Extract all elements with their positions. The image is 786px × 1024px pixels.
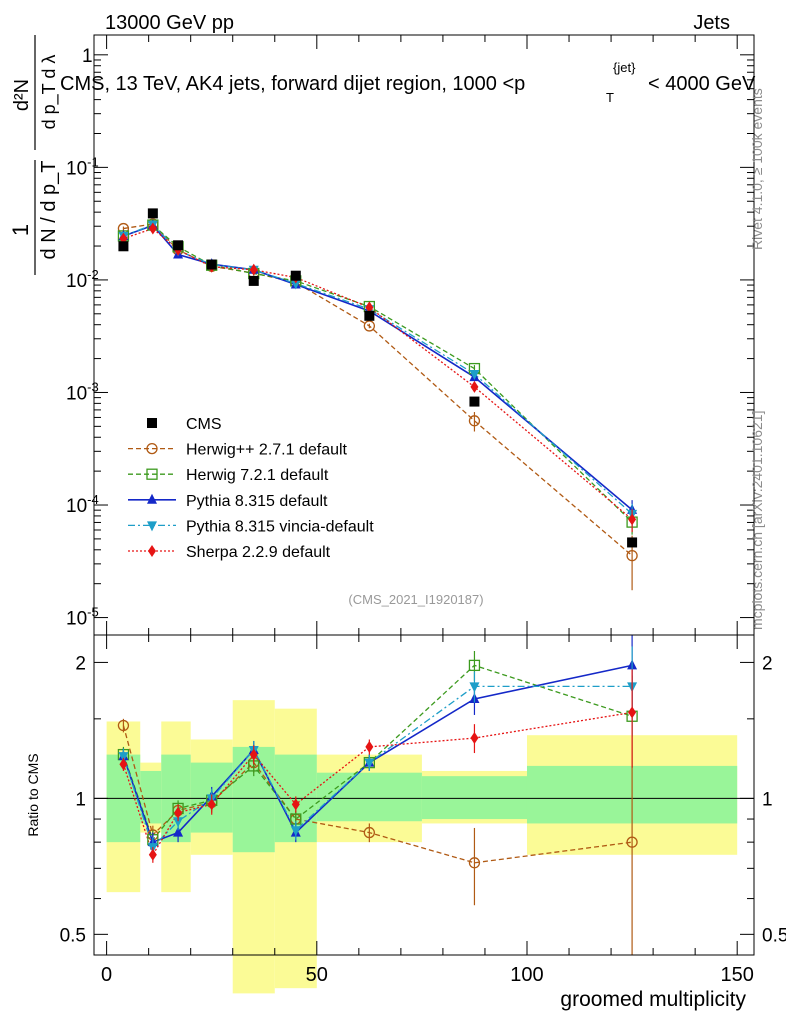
main-panel: 10-5 10-4 10-3 10-2 10-1 1 CMS, 13 TeV, AK4 j… <box>8 34 756 636</box>
band-inner <box>421 776 527 820</box>
ratio-point <box>626 836 638 848</box>
ratio-point <box>290 826 301 837</box>
main-point <box>626 549 638 562</box>
xtick-label: 150 <box>720 964 753 986</box>
ratio-ytick-label-right: 1 <box>762 789 773 810</box>
legend-marker <box>147 521 157 532</box>
cms-point <box>290 270 301 281</box>
ratio-ytick-label-right: 0.5 <box>762 925 786 946</box>
x-axis-label: groomed multiplicity <box>560 988 746 1011</box>
band-outer <box>274 708 317 989</box>
main-point <box>148 222 157 235</box>
ratio-ytick-label: 2 <box>75 653 86 674</box>
legend-label: CMS <box>186 416 222 433</box>
main-point <box>470 380 479 393</box>
band-inner <box>140 770 162 824</box>
ratio-point <box>470 732 479 745</box>
cms-point <box>118 241 129 252</box>
ratio-point <box>148 848 157 861</box>
plot-title-tail: < 4000 GeV <box>648 73 756 95</box>
cms-point <box>147 208 158 219</box>
ratio-point <box>363 826 376 839</box>
cms-point <box>206 259 217 270</box>
ratio-ytick-label: 0.5 <box>60 925 86 946</box>
main-point <box>365 301 374 314</box>
ratio-point <box>628 706 637 719</box>
main-series-line <box>123 227 633 520</box>
header-right: Jets <box>693 12 730 34</box>
legend-label: Herwig 7.2.1 default <box>186 467 329 484</box>
main-point <box>468 415 481 427</box>
cms-point <box>173 240 184 251</box>
main-ytick-label: 10-4 <box>66 492 99 517</box>
main-point <box>290 279 301 290</box>
cms-point <box>469 396 480 407</box>
main-point <box>249 263 258 276</box>
ratio-point <box>291 798 300 811</box>
header-left: 13000 GeV pp <box>105 12 234 34</box>
main-ytick-label: 10-2 <box>66 267 99 292</box>
ratio-point <box>117 719 130 732</box>
main-ytick-label: 10-3 <box>66 379 99 404</box>
ratio-point <box>364 758 375 769</box>
ratio-ytick-label: 1 <box>75 789 86 810</box>
legend-marker <box>146 468 158 480</box>
legend-label: Pythia 8.315 vincia-default <box>186 518 374 535</box>
ylabel-num: d²N <box>11 79 33 111</box>
ratio-point <box>118 752 129 763</box>
ylabel-num-den: d p_T d λ <box>39 55 60 130</box>
legend-label: Sherpa 2.2.9 default <box>186 544 331 561</box>
ratio-point <box>173 817 184 828</box>
main-ytick-label: 10-1 <box>66 154 99 179</box>
ratio-ytick-label-right: 2 <box>762 653 773 674</box>
ratio-point <box>249 748 258 761</box>
cms-point <box>248 275 259 286</box>
ratio-point <box>468 659 481 672</box>
legend-marker <box>148 545 156 557</box>
ratio-panel: 0.5 0.5 1 1 2 2 0 50 100 150 Ratio to CMS groomed… <box>25 634 786 1011</box>
main-point <box>469 369 480 380</box>
cms-point <box>627 537 638 548</box>
main-point <box>363 320 376 332</box>
ylabel-one: 1 <box>8 224 33 236</box>
ylabel-den: d N / d p_T <box>38 161 60 260</box>
main-ytick-label: 10-5 <box>66 605 99 630</box>
main-ylabel: 1 d N / d p_T d²N d p_T d λ <box>8 35 60 275</box>
legend-marker <box>147 493 157 504</box>
source-label: mcplots.cern.ch [arXiv:2401.10621] <box>749 411 765 630</box>
ratio-frame <box>93 634 755 956</box>
ratio-point <box>173 826 184 837</box>
cms-point <box>364 310 375 321</box>
ratio-point <box>119 758 128 771</box>
legend-marker <box>147 418 157 428</box>
xtick-label: 0 <box>101 964 112 986</box>
legend-label: Pythia 8.315 default <box>186 493 328 510</box>
main-point <box>628 513 637 526</box>
plot-title: CMS, 13 TeV, AK4 jets, forward dijet reg… <box>60 73 525 95</box>
ratio-point <box>174 806 183 819</box>
ratio-point <box>207 798 216 811</box>
ratio-point <box>468 857 481 869</box>
plot-title-sub: T <box>606 90 614 105</box>
ratio-point <box>365 740 374 753</box>
main-ytick-label: 1 <box>82 46 93 67</box>
analysis-tag: (CMS_2021_I1920187) <box>348 592 483 607</box>
rivet-label: Rivet 4.1.0, ≥ 100k events <box>749 88 765 250</box>
ratio-point <box>469 682 480 693</box>
legend-label: Herwig++ 2.7.1 default <box>186 442 348 459</box>
ratio-ylabel: Ratio to CMS <box>25 753 41 836</box>
legend: CMS Herwig++ 2.7.1 default Herwig 7.2.1 de… <box>128 416 374 561</box>
legend-marker <box>146 442 158 455</box>
xtick-label: 100 <box>510 964 543 986</box>
plot-title-sup: {jet} <box>613 60 636 75</box>
xtick-label: 50 <box>306 964 328 986</box>
